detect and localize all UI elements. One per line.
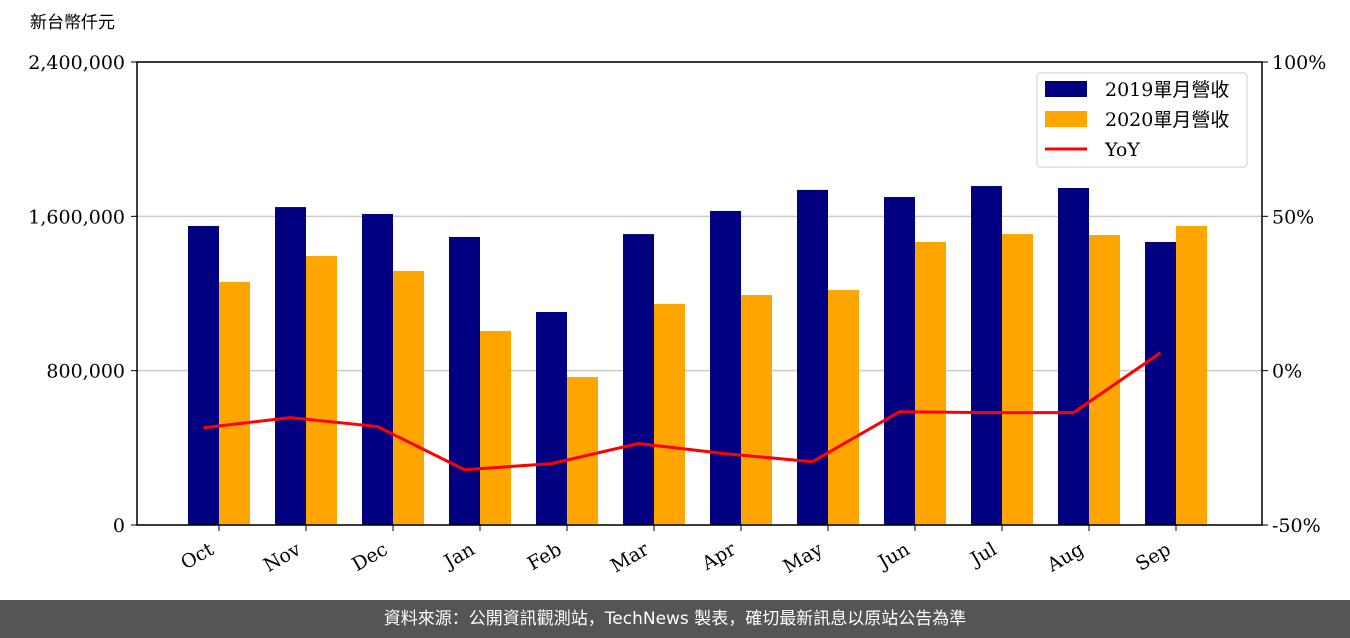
yoy-line: [203, 351, 1162, 472]
x-tick-label: Feb: [524, 538, 566, 575]
legend-box: [1036, 72, 1248, 168]
footer: 資料來源：公開資訊觀測站，TechNews 製表，確切最新訊息以原站公告為準: [0, 600, 1350, 638]
bar: [306, 256, 337, 525]
x-tick-label: Jan: [439, 538, 479, 574]
legend-label: YoY: [1104, 139, 1140, 161]
bar: [1002, 234, 1033, 525]
chart: 新台幣仟元 0 800,000 1,600,000 2,400,000 -50% 0% 50…: [28, 13, 1326, 578]
bar: [219, 281, 250, 525]
x-tick-label: Mar: [607, 538, 653, 577]
legend-label: 2019單月營收: [1105, 79, 1229, 101]
x-tick-label: May: [780, 538, 827, 578]
bar: [884, 197, 915, 525]
bar: [188, 225, 219, 525]
legend-label: 2020單月營收: [1105, 109, 1229, 131]
x-tick-label: Oct: [177, 538, 218, 574]
x-tick-label: Jun: [873, 538, 914, 574]
bar: [449, 236, 480, 526]
bar: [654, 303, 685, 525]
bar: [1089, 235, 1120, 525]
bar: [567, 377, 598, 525]
y2-tick-label: 50%: [1272, 206, 1314, 228]
bar: [710, 210, 741, 525]
x-tick-label: Sep: [1132, 538, 1175, 575]
bar: [536, 312, 567, 525]
bar: [362, 214, 393, 526]
y2-tick-label: -50%: [1272, 515, 1321, 537]
y2-tick-label: 100%: [1272, 52, 1326, 74]
x-tick-label: Nov: [260, 538, 305, 577]
legend-swatch: [1045, 81, 1087, 97]
bar: [915, 241, 946, 525]
x-tick-label: Dec: [348, 538, 391, 576]
x-tick-label: Aug: [1043, 538, 1088, 577]
plot-frame: [136, 61, 1263, 526]
bar: [480, 330, 511, 525]
bar: [1176, 225, 1207, 525]
y-tick-label: 800,000: [46, 361, 125, 383]
y-axis-label: 新台幣仟元: [30, 13, 115, 33]
bar: [971, 186, 1002, 525]
y-tick-label: 0: [113, 515, 125, 537]
y-tick-label: 1,600,000: [28, 206, 125, 228]
bar: [393, 270, 424, 525]
bar: [828, 290, 859, 525]
x-tick-label: Jul: [965, 538, 1000, 571]
legend-swatch: [1045, 111, 1087, 127]
y-tick-label: 2,400,000: [28, 52, 125, 74]
bar: [797, 189, 828, 525]
bar: [1145, 241, 1176, 525]
bar: [623, 234, 654, 525]
bar: [741, 295, 772, 525]
x-tick-label: Apr: [697, 538, 740, 575]
bar: [1058, 187, 1089, 525]
bar: [275, 207, 306, 525]
y2-tick-label: 0%: [1272, 361, 1302, 383]
